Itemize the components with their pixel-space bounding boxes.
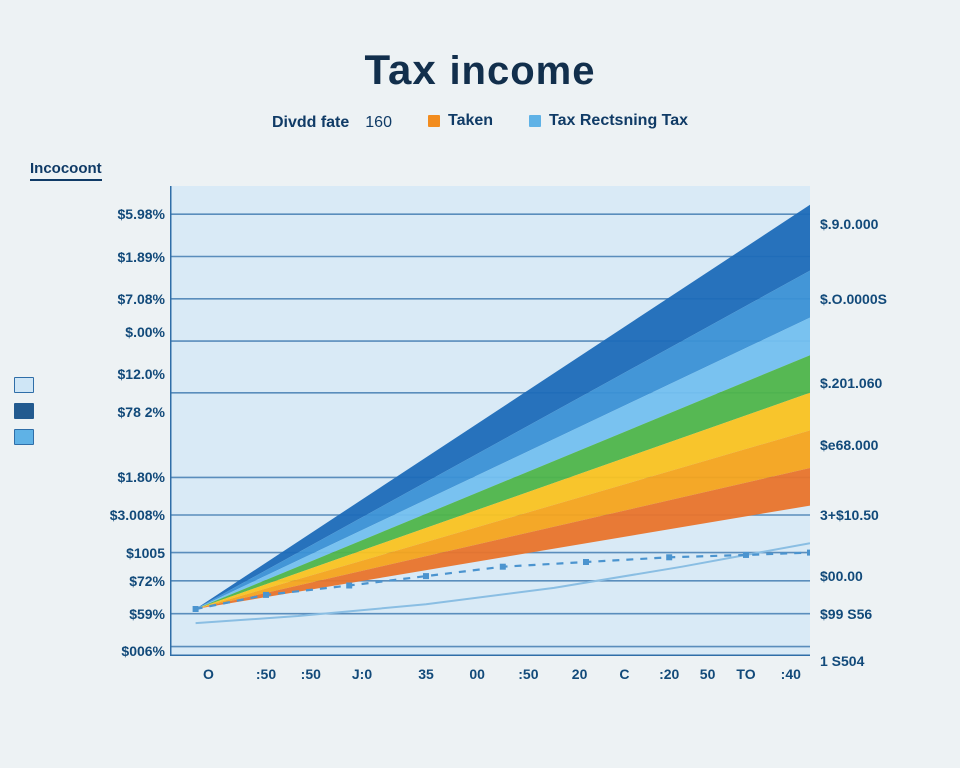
title-word-b: income bbox=[449, 49, 595, 93]
y-left-tick-label: $3.008% bbox=[70, 507, 165, 523]
y-left-tick-label: $7.08% bbox=[70, 291, 165, 307]
x-tick-label: :40 bbox=[781, 666, 801, 682]
y-axis-right-labels: $.9.0.000 $.O.0000S $.201.060 $e68.000 3+$10… bbox=[820, 186, 940, 656]
left-column-header: Incocoont bbox=[30, 160, 102, 181]
legend-top: Divdd fate 160 Taken Tax Rectsning Tax bbox=[0, 112, 960, 132]
x-tick-label: J:0 bbox=[352, 666, 372, 682]
chart-title: Tax income bbox=[0, 46, 960, 94]
y-left-tick-label: $12.0% bbox=[70, 366, 165, 382]
legend-label: Taken bbox=[448, 112, 493, 130]
chart-plot-area bbox=[170, 186, 810, 656]
y-right-tick-label: $.201.060 bbox=[820, 375, 940, 391]
y-left-tick-label: $59% bbox=[70, 606, 165, 622]
legend-item: Taken bbox=[428, 112, 493, 130]
legend-swatch bbox=[428, 115, 440, 127]
x-tick-label: :50 bbox=[518, 666, 538, 682]
y-left-tick-label: $.00% bbox=[70, 324, 165, 340]
legend-item: Divdd fate 160 bbox=[272, 114, 392, 132]
x-tick-label: :50 bbox=[301, 666, 321, 682]
y-left-tick-label: $72% bbox=[70, 573, 165, 589]
legend-item: Tax Rectsning Tax bbox=[529, 112, 688, 130]
legend-label: Tax Rectsning Tax bbox=[549, 112, 688, 130]
y-right-tick-label: $.O.0000S bbox=[820, 291, 940, 307]
legend-sublabel: 160 bbox=[365, 114, 392, 132]
y-right-tick-label: $00.00 bbox=[820, 568, 940, 584]
side-legend-swatch bbox=[14, 377, 34, 393]
legend-swatch bbox=[529, 115, 541, 127]
x-tick-label: O bbox=[203, 666, 214, 682]
y-left-tick-label: $1005 bbox=[70, 545, 165, 561]
x-tick-label: 50 bbox=[700, 666, 716, 682]
y-right-tick-label: $e68.000 bbox=[820, 437, 940, 453]
side-legend bbox=[14, 370, 70, 452]
x-tick-label: C bbox=[619, 666, 629, 682]
x-tick-label: :50 bbox=[256, 666, 276, 682]
x-tick-label: 20 bbox=[572, 666, 588, 682]
y-right-tick-label: 1 S504 bbox=[820, 653, 940, 669]
x-tick-label: :20 bbox=[659, 666, 679, 682]
side-legend-swatch bbox=[14, 429, 34, 445]
side-legend-swatch bbox=[14, 403, 34, 419]
y-left-tick-label: $1.80% bbox=[70, 469, 165, 485]
side-legend-row bbox=[14, 426, 70, 448]
side-legend-row bbox=[14, 400, 70, 422]
x-tick-label: 35 bbox=[418, 666, 434, 682]
title-word-a: Tax bbox=[365, 46, 437, 93]
y-left-tick-label: $5.98% bbox=[70, 206, 165, 222]
y-right-tick-label: $99 S56 bbox=[820, 606, 940, 622]
legend-label: Divdd fate bbox=[272, 114, 349, 132]
y-left-tick-label: $78 2% bbox=[70, 404, 165, 420]
y-left-tick-label: $1.89% bbox=[70, 249, 165, 265]
chart-svg bbox=[170, 186, 810, 656]
y-right-tick-label: $.9.0.000 bbox=[820, 216, 940, 232]
chart-stage: Tax income Divdd fate 160 Taken Tax Rectsn… bbox=[0, 0, 960, 768]
y-right-tick-label: 3+$10.50 bbox=[820, 507, 940, 523]
y-axis-left-labels: $5.98% $1.89% $7.08% $.00% $12.0% $78 2% $1.80… bbox=[70, 186, 165, 656]
x-tick-label: TO bbox=[736, 666, 755, 682]
y-left-tick-label: $006% bbox=[70, 643, 165, 659]
x-tick-label: 00 bbox=[469, 666, 485, 682]
side-legend-row bbox=[14, 374, 70, 396]
